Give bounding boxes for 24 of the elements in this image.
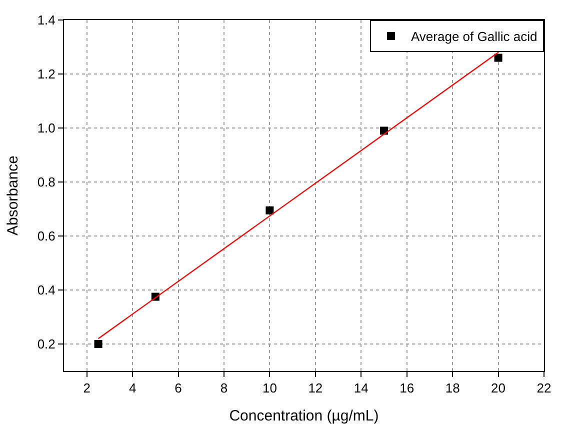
y-tick-label: 1.0 bbox=[37, 120, 56, 136]
y-tick-label: 0.4 bbox=[37, 282, 56, 298]
x-tick-label: 14 bbox=[354, 380, 368, 396]
point bbox=[266, 206, 274, 214]
y-tick-label: 0.2 bbox=[37, 336, 56, 352]
legend-label: Average of Gallic acid bbox=[411, 29, 538, 44]
x-tick-label: 8 bbox=[220, 380, 228, 396]
x-tick-label: 18 bbox=[445, 380, 460, 396]
x-tick-label: 2 bbox=[83, 380, 90, 396]
y-axis-title: Absorbance bbox=[4, 155, 22, 236]
x-tick-label: 16 bbox=[400, 380, 414, 396]
x-tick-label: 12 bbox=[308, 380, 323, 396]
x-tick-label: 4 bbox=[128, 380, 136, 396]
point bbox=[494, 54, 502, 62]
x-axis-title: Concentration (µg/mL) bbox=[229, 408, 379, 425]
point bbox=[94, 340, 102, 348]
y-tick-label: 0.8 bbox=[37, 174, 56, 190]
x-tick-label: 20 bbox=[491, 380, 506, 396]
y-tick-label: 0.6 bbox=[37, 228, 56, 244]
x-tick-label: 22 bbox=[536, 380, 552, 396]
x-tick-label: 10 bbox=[262, 380, 277, 396]
x-tick-label: 6 bbox=[174, 380, 182, 396]
y-tick-label: 1.4 bbox=[37, 12, 56, 28]
y-tick-label: 1.2 bbox=[37, 66, 56, 82]
